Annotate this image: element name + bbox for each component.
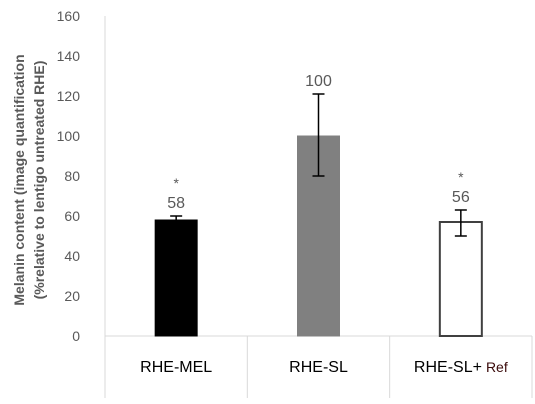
data-label: 58 <box>167 195 185 212</box>
y-tick-label: 140 <box>57 48 81 64</box>
error-bars <box>170 93 467 237</box>
y-tick-label: 60 <box>64 208 80 224</box>
data-label: 100 <box>305 73 332 90</box>
y-tick-label: 100 <box>57 128 81 144</box>
category-label: RHE-MEL <box>140 359 212 376</box>
y-axis-ticks: 0 20 40 60 80 100 120 140 160 <box>57 8 81 344</box>
significance-marker: * <box>173 175 179 191</box>
bar <box>154 219 198 337</box>
y-tick-label: 0 <box>72 328 80 344</box>
y-tick-label: 40 <box>64 248 80 264</box>
category-label: RHE-SL+ Ref <box>414 359 508 376</box>
category-label-suffix: Ref <box>486 359 508 375</box>
y-tick-label: 160 <box>57 8 81 24</box>
y-tick-label: 80 <box>64 168 80 184</box>
x-axis-categories: RHE-MEL RHE-SL RHE-SL+ Ref <box>140 359 508 376</box>
bar <box>297 135 340 337</box>
category-label: RHE-SL <box>289 359 348 376</box>
y-axis-title-line-1: Melanin content (image quantification <box>11 54 27 305</box>
data-labels: 58 * 100 56 * <box>167 73 470 212</box>
y-axis-title: Melanin content (image quantification (%… <box>11 54 47 305</box>
y-axis-title-line-2: (%relative to lentigo untreated RHE) <box>31 61 47 300</box>
y-tick-label: 120 <box>57 88 81 104</box>
bar <box>438 221 483 337</box>
data-label: 56 <box>452 189 470 206</box>
significance-marker: * <box>458 169 464 185</box>
y-tick-label: 20 <box>64 288 80 304</box>
